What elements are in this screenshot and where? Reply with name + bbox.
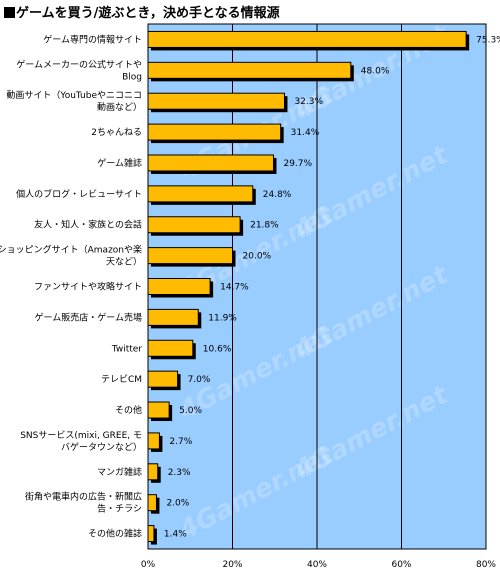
x-tick-label: 0%	[141, 560, 156, 570]
bar	[147, 370, 179, 388]
category-label: ゲーム販売店・ゲーム売場	[35, 311, 142, 323]
value-label: 11.9%	[208, 313, 237, 323]
category-label-line: 2ちゃんねる	[91, 127, 142, 138]
x-tick-label: 60%	[391, 560, 411, 570]
category-label-line: ファンサイトや攻略サイト	[34, 281, 142, 293]
value-label: 24.8%	[263, 190, 292, 200]
category-label-line: マンガ雑誌	[97, 466, 142, 478]
category-label-line: 街角や電車内の広告・新聞広	[25, 491, 142, 503]
value-labels: 75.3% 48.0% 32.3% 31.4% 29.7% 24.8% 21.8% 20.0%…	[164, 35, 500, 539]
value-label: 7.0%	[188, 375, 211, 385]
category-label-line: 動画サイト（YouTubeやニコニコ	[6, 90, 142, 101]
title-square-icon	[4, 7, 15, 18]
category-label-line: Twitter	[111, 344, 142, 354]
category-label: 動画サイト（YouTubeやニコニコ動画など）	[6, 90, 142, 113]
bars	[147, 30, 470, 545]
value-label: 20.0%	[243, 252, 272, 262]
value-label: 32.3%	[294, 97, 323, 107]
category-label-line: ゲームメーカーの公式サイトや	[16, 58, 142, 70]
category-label: テレビCM	[101, 374, 142, 385]
value-label: 29.7%	[283, 159, 312, 169]
category-label-line: テレビCM	[101, 374, 142, 385]
category-label: 個人のブログ・レビューサイト	[16, 188, 142, 200]
category-label: ファンサイトや攻略サイト	[34, 281, 142, 293]
bar	[147, 463, 159, 481]
bar	[147, 61, 352, 79]
category-label-line: 個人のブログ・レビューサイト	[16, 188, 142, 200]
category-label: ゲーム雑誌	[97, 157, 142, 169]
category-label: その他の雑誌	[88, 528, 142, 540]
category-label: 友人・知人・家族との会話	[34, 219, 142, 231]
bar	[147, 30, 467, 48]
category-label-line: その他の雑誌	[88, 528, 142, 540]
category-label: ゲームメーカーの公式サイトや Blog	[16, 58, 142, 82]
bar	[147, 216, 241, 234]
value-label: 31.4%	[291, 128, 320, 138]
bar	[147, 432, 160, 450]
category-label-line: ショッピングサイト（Amazonや楽	[0, 244, 142, 256]
category-label-line: 天など）	[106, 257, 142, 268]
category-label: その他	[115, 404, 142, 416]
category-label-line: 動画など）	[97, 102, 142, 113]
bar	[147, 401, 170, 419]
category-label: 街角や電車内の広告・新聞広告・チラシ	[25, 491, 142, 515]
category-label-line: ゲーム販売店・ゲーム売場	[35, 311, 142, 323]
value-label: 2.3%	[168, 468, 191, 478]
category-label-line: ゲーム専門の情報サイト	[43, 33, 142, 45]
value-label: 10.6%	[203, 344, 232, 354]
value-label: 1.4%	[164, 530, 187, 540]
category-label: Twitter	[111, 344, 142, 354]
bar	[147, 339, 194, 357]
category-label-line: 告・チラシ	[97, 503, 142, 515]
category-label: SNSサービス(mixi, GREE, モバゲータウンなど）	[20, 430, 142, 453]
value-label: 75.3%	[476, 35, 500, 45]
category-label-line: Blog	[122, 72, 142, 82]
category-label: ゲーム専門の情報サイト	[43, 33, 142, 45]
bar	[147, 525, 155, 543]
value-label: 2.7%	[169, 437, 192, 447]
value-label: 48.0%	[361, 66, 390, 76]
category-label: 2ちゃんねる	[91, 127, 142, 138]
value-label: 14.7%	[220, 283, 249, 293]
bar	[147, 185, 254, 203]
bar	[147, 123, 282, 141]
category-label: ショッピングサイト（Amazonや楽天など）	[0, 244, 142, 268]
bar	[147, 92, 285, 110]
x-tick-label: 20%	[222, 560, 242, 570]
x-tick-label: 80%	[476, 560, 496, 570]
value-label: 21.8%	[250, 221, 279, 231]
category-label-line: ゲーム雑誌	[97, 157, 142, 169]
bar	[147, 278, 211, 295]
x-axis-ticks: 0% 20% 40% 60% 80%	[141, 560, 497, 570]
category-label-line: バゲータウンなど）	[61, 441, 142, 453]
x-tick-label: 40%	[307, 560, 327, 570]
bar	[147, 308, 199, 326]
category-label-line: 友人・知人・家族との会話	[34, 219, 142, 231]
category-label-line: その他	[115, 404, 142, 416]
chart-title: ゲームを買う/遊ぶとき，決め手となる情報源	[4, 2, 280, 21]
bar	[147, 154, 274, 172]
value-label: 2.0%	[166, 499, 189, 509]
chart-title-text: ゲームを買う/遊ぶとき，決め手となる情報源	[16, 6, 280, 21]
category-label: マンガ雑誌	[97, 466, 142, 478]
bar	[147, 247, 233, 265]
bar	[147, 494, 157, 512]
category-label-line: SNSサービス(mixi, GREE, モ	[20, 430, 142, 441]
value-label: 5.0%	[179, 406, 202, 416]
